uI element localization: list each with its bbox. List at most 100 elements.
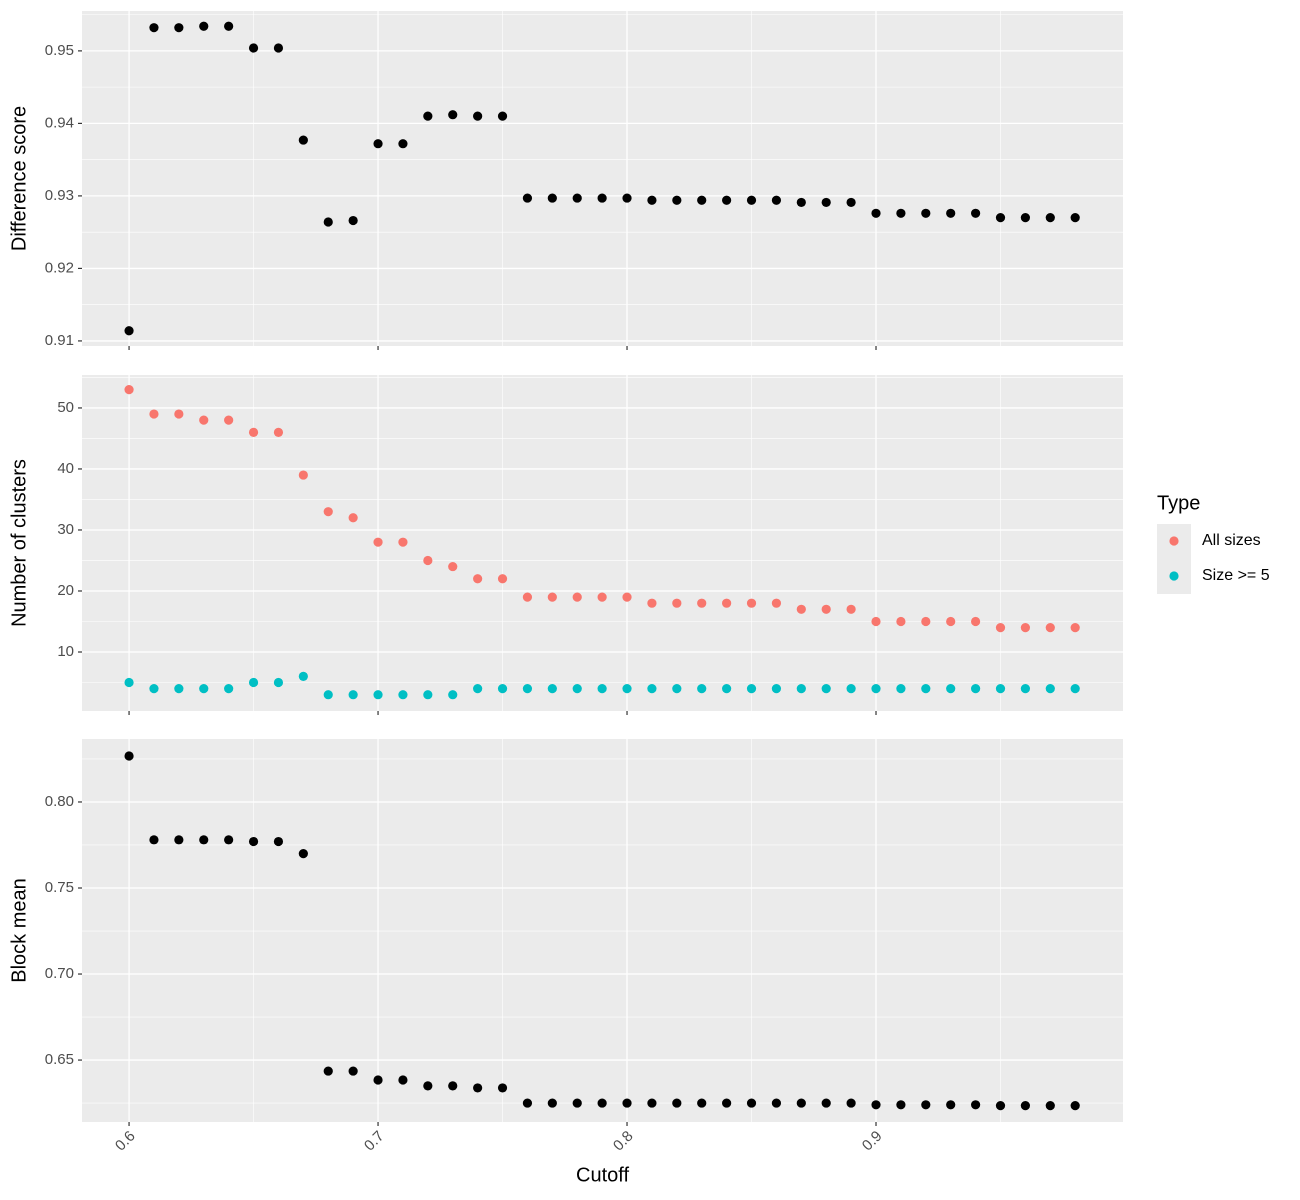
point	[323, 507, 333, 517]
point	[224, 835, 234, 845]
point	[398, 1075, 408, 1085]
point	[647, 1098, 657, 1108]
point	[174, 23, 184, 33]
point	[373, 1075, 383, 1085]
point	[1020, 1101, 1030, 1111]
point	[497, 1083, 508, 1093]
point	[647, 684, 657, 694]
y-axis-title: Block mean	[8, 878, 30, 983]
point	[448, 690, 458, 700]
point	[298, 848, 308, 859]
point	[1045, 684, 1055, 694]
point	[896, 616, 906, 627]
point	[423, 1081, 433, 1091]
point	[647, 598, 657, 608]
point	[373, 139, 383, 149]
point	[697, 684, 707, 694]
point	[1070, 1101, 1080, 1111]
y-tick-label: 20	[57, 582, 74, 599]
point	[1020, 213, 1030, 223]
point	[224, 415, 234, 425]
point	[348, 690, 358, 700]
point	[796, 604, 806, 614]
point	[871, 616, 881, 627]
point	[622, 193, 632, 203]
legend-title: Type	[1157, 492, 1200, 514]
point	[149, 835, 159, 845]
point	[622, 684, 632, 694]
y-tick-label: 30	[57, 521, 74, 538]
point	[547, 193, 557, 203]
point	[522, 684, 533, 694]
point	[273, 427, 284, 437]
point	[572, 684, 582, 694]
legend-label: Size >= 5	[1202, 567, 1270, 584]
y-tick-label: 0.93	[45, 187, 74, 204]
point	[946, 1100, 956, 1110]
point	[746, 684, 757, 694]
point	[348, 513, 358, 523]
point	[771, 195, 782, 205]
point	[174, 835, 184, 845]
panel-background	[82, 739, 1123, 1122]
point	[821, 604, 831, 614]
point	[921, 208, 931, 218]
legend-key-background	[1157, 524, 1191, 594]
point	[174, 409, 184, 419]
point	[597, 592, 607, 602]
point	[124, 385, 134, 395]
x-axis-title: Cutoff	[576, 1164, 629, 1186]
x-tick-label: 0.9	[859, 1128, 886, 1155]
point	[273, 677, 284, 688]
point	[522, 592, 533, 602]
legend-marker	[1169, 536, 1179, 546]
point	[248, 836, 259, 847]
point	[946, 616, 956, 627]
point	[846, 684, 856, 694]
point	[199, 415, 209, 425]
point	[248, 677, 259, 688]
point	[448, 110, 458, 120]
y-tick-label: 50	[57, 399, 74, 416]
point	[149, 409, 159, 419]
point	[722, 684, 732, 694]
point	[821, 197, 831, 208]
point	[448, 1081, 458, 1091]
point	[846, 604, 856, 614]
point	[821, 1098, 831, 1108]
point	[547, 684, 557, 694]
point	[1045, 622, 1055, 633]
point	[124, 326, 134, 336]
point	[547, 1098, 557, 1108]
point	[672, 1098, 682, 1108]
x-tick-label: 0.6	[112, 1128, 139, 1155]
y-tick-label: 40	[57, 460, 74, 477]
point	[522, 1098, 533, 1108]
point	[572, 193, 582, 203]
point	[722, 1098, 732, 1108]
point	[298, 671, 308, 682]
point	[497, 111, 508, 121]
x-tick-label: 0.8	[610, 1128, 637, 1155]
y-tick-label: 0.80	[45, 793, 74, 810]
point	[971, 616, 981, 627]
point	[423, 555, 433, 566]
y-tick-label: 0.75	[45, 879, 74, 896]
point	[672, 195, 682, 205]
point	[771, 598, 782, 608]
point	[896, 208, 906, 218]
point	[373, 537, 383, 547]
point	[672, 684, 682, 694]
y-axis-title: Number of clusters	[8, 459, 30, 627]
point	[473, 684, 483, 694]
point	[846, 1098, 856, 1108]
point	[149, 23, 159, 33]
point	[896, 1100, 906, 1110]
y-tick-label: 0.70	[45, 965, 74, 982]
point	[995, 684, 1006, 694]
point	[796, 197, 806, 208]
point	[298, 470, 308, 480]
point	[971, 1100, 981, 1110]
point	[149, 684, 159, 694]
point	[224, 684, 234, 694]
